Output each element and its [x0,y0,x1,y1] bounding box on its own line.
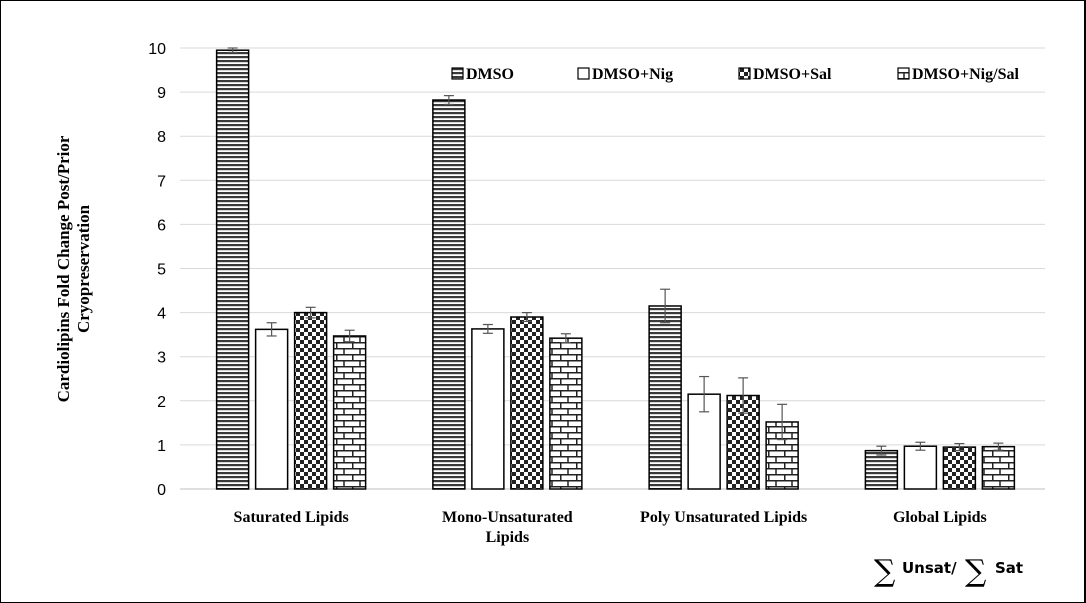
bar [864,449,899,490]
legend-label: DMSO+Nig/Sal [912,66,1019,83]
y-tick-label: 9 [157,85,166,102]
x-tick-label: Mono-Unsaturated [442,509,573,526]
bar [648,305,682,490]
y-tick-label: 6 [157,217,166,234]
annotation-unsat: Unsat/ [902,559,957,577]
bar [215,49,250,490]
bar [254,328,289,490]
bar [293,311,328,490]
bar [981,445,1016,490]
y-tick-label: 4 [157,306,166,323]
y-axis-title: Cardiolipins Fold Change Post/Prior Cryo… [54,135,93,402]
legend: DMSO DMSO+Nig DMSO+Sal DMSO+Nig/Sal [451,66,1019,83]
bars [215,49,1016,490]
x-tick-label: Lipids [486,529,530,546]
x-tick-label: Saturated Lipids [234,509,349,526]
y-tick-label: 3 [157,350,166,367]
legend-swatch [738,67,751,80]
x-axis-labels: Saturated Lipids Mono-Unsaturated Lipids Po… [234,509,987,546]
sigma-symbol-unsat: ∑ [874,554,896,589]
y-tick-label: 0 [157,482,166,499]
legend-label: DMSO+Sal [753,66,832,83]
y-tick-label: 2 [157,394,166,411]
y-axis-title-line2: Cryopreservation [74,204,93,333]
sigma-symbol-sat: ∑ [965,554,987,589]
legend-label: DMSO [466,66,514,83]
y-tick-label: 1 [157,438,166,455]
x-tick-label: Poly Unsaturated Lipids [640,509,807,526]
annotation-sat: Sat [995,559,1023,577]
legend-swatch [451,67,464,80]
global-lipids-annotation: ∑ Unsat/ ∑ Sat [874,554,1023,589]
bar [549,337,583,490]
legend-label: DMSO+Nig [592,66,673,83]
legend-swatch [897,67,910,80]
bar [432,99,466,490]
bar [332,335,367,490]
bar [942,446,977,490]
bar [903,445,938,490]
y-tick-label: 8 [157,129,166,146]
y-axis-title-line1: Cardiolipins Fold Change Post/Prior [54,135,73,402]
legend-swatch [577,67,590,80]
bar [510,316,544,490]
bar [471,328,505,490]
y-tick-label: 5 [157,262,166,279]
y-tick-label: 7 [157,173,166,190]
y-axis-ticks: 0 1 2 3 4 5 6 7 8 9 10 [148,41,166,499]
error-bars [227,47,1004,456]
y-tick-label: 10 [148,41,166,58]
x-tick-label: Global Lipids [893,509,987,526]
